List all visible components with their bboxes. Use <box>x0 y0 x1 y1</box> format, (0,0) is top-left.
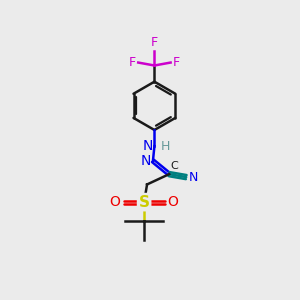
Text: F: F <box>173 56 180 69</box>
Text: S: S <box>139 195 150 210</box>
Text: N: N <box>189 171 198 184</box>
Text: C: C <box>171 160 178 171</box>
Text: H: H <box>161 140 170 153</box>
Text: F: F <box>151 36 158 49</box>
Text: F: F <box>129 56 136 69</box>
Text: O: O <box>168 195 178 209</box>
Text: N: N <box>140 154 151 168</box>
Text: O: O <box>110 195 121 209</box>
Text: N: N <box>142 139 153 153</box>
